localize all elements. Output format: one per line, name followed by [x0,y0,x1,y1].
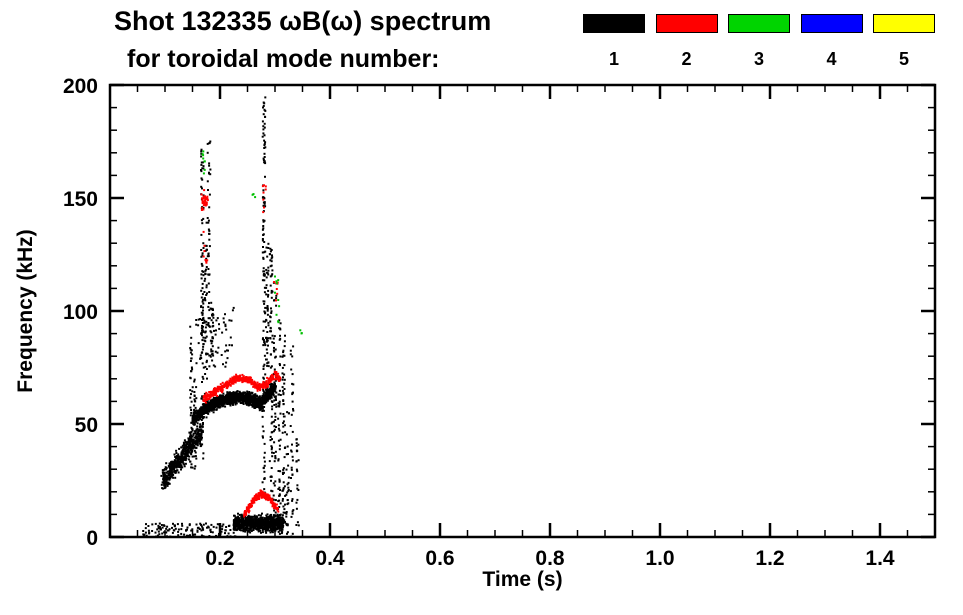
legend-swatch-mode-4 [800,14,863,33]
y-tick-label-100: 100 [63,301,98,324]
x-tick-label-0.2: 0.2 [205,547,234,570]
legend-label-mode-4: 4 [826,49,837,69]
x-axis-label: Time (s) [482,568,563,591]
tick-labels: 0.2 0.4 0.6 0.8 1.0 1.2 1.4 0 50 100 150 200 [63,75,895,570]
x-tick-label-0.6: 0.6 [425,547,454,570]
scatter-series-mode-n=1 [142,96,300,538]
legend-swatch-mode-2 [655,14,718,33]
axes: 0.2 0.4 0.6 0.8 1.0 1.2 1.4 0 50 100 150 200 [63,75,937,570]
x-tick-label-1.2: 1.2 [755,547,784,570]
y-tick-label-200: 200 [63,75,98,98]
scatter-series-mode-n=2 [200,184,282,518]
legend-swatch-mode-1 [583,14,645,33]
legend-swatch-mode-3 [728,14,790,33]
x-tick-label-0.4: 0.4 [315,547,345,570]
chart-subtitle: for toroidal mode number: [127,45,440,73]
x-tick-label-1.0: 1.0 [645,547,674,570]
tick-marks [110,83,935,539]
scatter-series-mode-n=3 [201,150,303,335]
legend-swatch-mode-5 [873,14,935,33]
x-tick-label-0.8: 0.8 [535,547,565,570]
x-tick-label-1.4: 1.4 [865,547,895,570]
y-axis-label: Frequency (kHz) [14,229,37,393]
legend-label-mode-5: 5 [898,49,909,69]
legend-label-mode-1: 1 [608,49,619,69]
chart-title: Shot 132335 ωB(ω) spectrum [114,6,492,36]
y-tick-label-150: 150 [63,188,98,211]
y-tick-label-0: 0 [86,527,98,550]
legend-label-mode-3: 3 [753,49,764,69]
scatter-points [142,96,303,538]
legend-label-mode-2: 2 [681,49,692,69]
y-tick-label-50: 50 [75,414,98,437]
